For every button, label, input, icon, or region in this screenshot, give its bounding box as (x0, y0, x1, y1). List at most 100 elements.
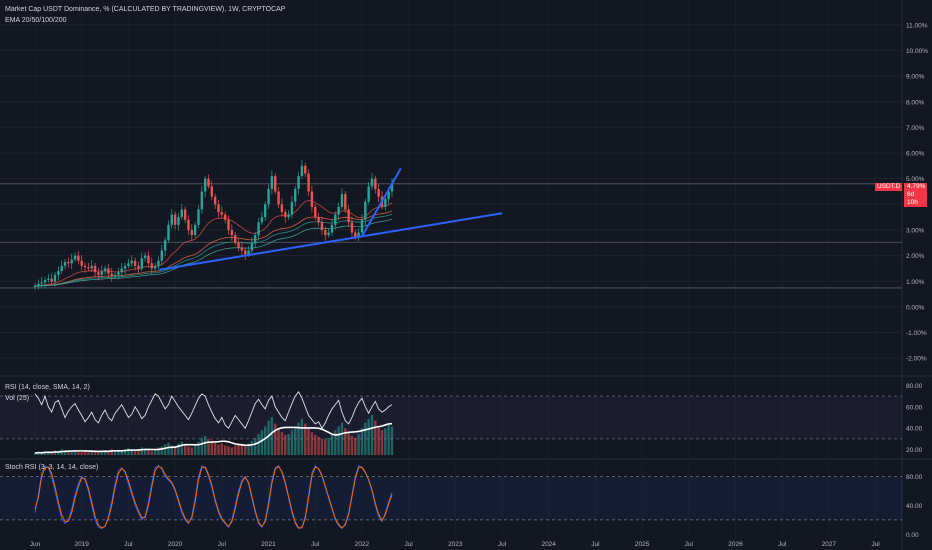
volume-bar (147, 450, 150, 455)
stoch-band (0, 476, 902, 520)
candle-body (370, 178, 374, 187)
x-tick-label: 2026 (728, 541, 743, 548)
y-axis[interactable]: 11.00%10.00%9.00%8.00%7.00%6.00%5.00%4.0… (906, 22, 928, 539)
stoch-rsi-legend[interactable]: Stoch RSI (3, 3, 14, 14, close) (5, 464, 99, 471)
candle-body (294, 188, 297, 202)
volume-bar (220, 443, 224, 455)
stoch-tick-label: 0.00 (906, 532, 919, 539)
candle-body (274, 176, 277, 192)
volume-bar (264, 426, 267, 455)
chart-title[interactable]: Market Cap USDT Dominance, % (CALCULATED… (5, 6, 286, 13)
candle-body (390, 184, 394, 192)
volume-bar (63, 450, 67, 455)
ema-legend[interactable]: EMA 20/50/100/200 (5, 17, 67, 24)
y-tick-label: 10.00% (906, 48, 928, 55)
volume-bar (57, 451, 60, 455)
volume-bar (140, 447, 143, 455)
candle-body (63, 262, 67, 266)
volume-bar (100, 451, 103, 455)
candle-body (60, 265, 63, 271)
x-tick-label: Jul (218, 541, 227, 548)
rsi-panel[interactable] (0, 390, 902, 440)
candle-body (53, 274, 57, 282)
volume-bar (314, 435, 317, 455)
candle-body (190, 229, 194, 236)
volume-bar (310, 432, 314, 455)
candle-body (177, 217, 180, 225)
candle-body (33, 285, 37, 288)
volume-bar (230, 447, 234, 455)
volume-bar (324, 439, 327, 455)
stoch-rsi-panel[interactable] (0, 464, 902, 530)
volume-bar (364, 422, 367, 455)
rsi-line (34, 390, 393, 430)
candle-body (354, 232, 357, 238)
candle-body (233, 235, 237, 243)
volume-bar (370, 415, 374, 455)
y-tick-label: 8.00% (906, 99, 925, 106)
candle-body (167, 224, 170, 241)
horizontal-levels[interactable] (0, 183, 902, 289)
volume-bar (277, 428, 280, 455)
y-tick-label: 7.00% (906, 125, 925, 132)
y-tick-label: 3.00% (906, 227, 925, 234)
candle-body (270, 176, 274, 189)
price-candles[interactable] (33, 160, 394, 290)
candle-body (277, 191, 280, 205)
volume-bar (274, 423, 277, 455)
candle-body (230, 229, 234, 236)
volume-bar (354, 437, 357, 455)
candle-body (337, 206, 340, 215)
candle-body (240, 247, 244, 251)
candle-body (297, 176, 300, 189)
volume-bar (200, 437, 204, 455)
volume-bar (117, 451, 120, 455)
candle-body (103, 268, 107, 271)
volume-bar (380, 430, 384, 455)
candle-body (227, 219, 230, 230)
candle-body (150, 263, 153, 269)
candle-body (387, 191, 390, 200)
candle-body (287, 214, 290, 218)
volume-bar (344, 428, 347, 455)
x-tick-label: Jul (311, 541, 320, 548)
volume-bar (257, 434, 260, 455)
candle-body (220, 212, 224, 215)
candle-body (210, 186, 214, 197)
candle-body (97, 272, 100, 275)
volume-bar (150, 451, 153, 455)
x-tick-label: 2021 (261, 541, 276, 548)
x-tick-label: Jul (591, 541, 600, 548)
candle-body (83, 265, 87, 268)
candle-body (113, 274, 117, 277)
rsi-legend[interactable]: RSI (14, close, SMA, 14, 2) (5, 384, 90, 391)
volume-bar (223, 445, 227, 455)
volume-bar (97, 452, 100, 455)
candle-body (260, 217, 264, 223)
x-tick-label: Jul (871, 541, 880, 548)
x-tick-label: 2022 (355, 541, 370, 548)
candle-body (50, 278, 53, 282)
candle-body (180, 209, 184, 218)
volume-bar (290, 430, 294, 455)
volume-legend[interactable]: Vol (25) (5, 395, 30, 402)
x-tick-label: 2020 (168, 541, 183, 548)
candle-body (344, 194, 347, 210)
volume-bar (247, 443, 250, 455)
candle-body (193, 224, 197, 236)
candle-body (384, 199, 387, 207)
volume-bar (143, 448, 147, 455)
volume-bar (133, 451, 137, 455)
candle-body (364, 201, 367, 220)
symbol-badge: USDT.D (875, 183, 903, 191)
candle-body (127, 263, 130, 266)
candle-body (254, 235, 257, 243)
volume-panel[interactable] (33, 415, 394, 455)
x-axis[interactable]: Jun 2019 Jul 2020 Jul 2021 Jul 2022 Jul 2023 Jul 20… (30, 541, 881, 548)
volume-bar (297, 422, 300, 455)
volume-ma-line (34, 422, 393, 454)
candle-body (264, 204, 267, 218)
trendlines[interactable] (159, 167, 503, 271)
x-tick-label: 2024 (541, 541, 556, 548)
